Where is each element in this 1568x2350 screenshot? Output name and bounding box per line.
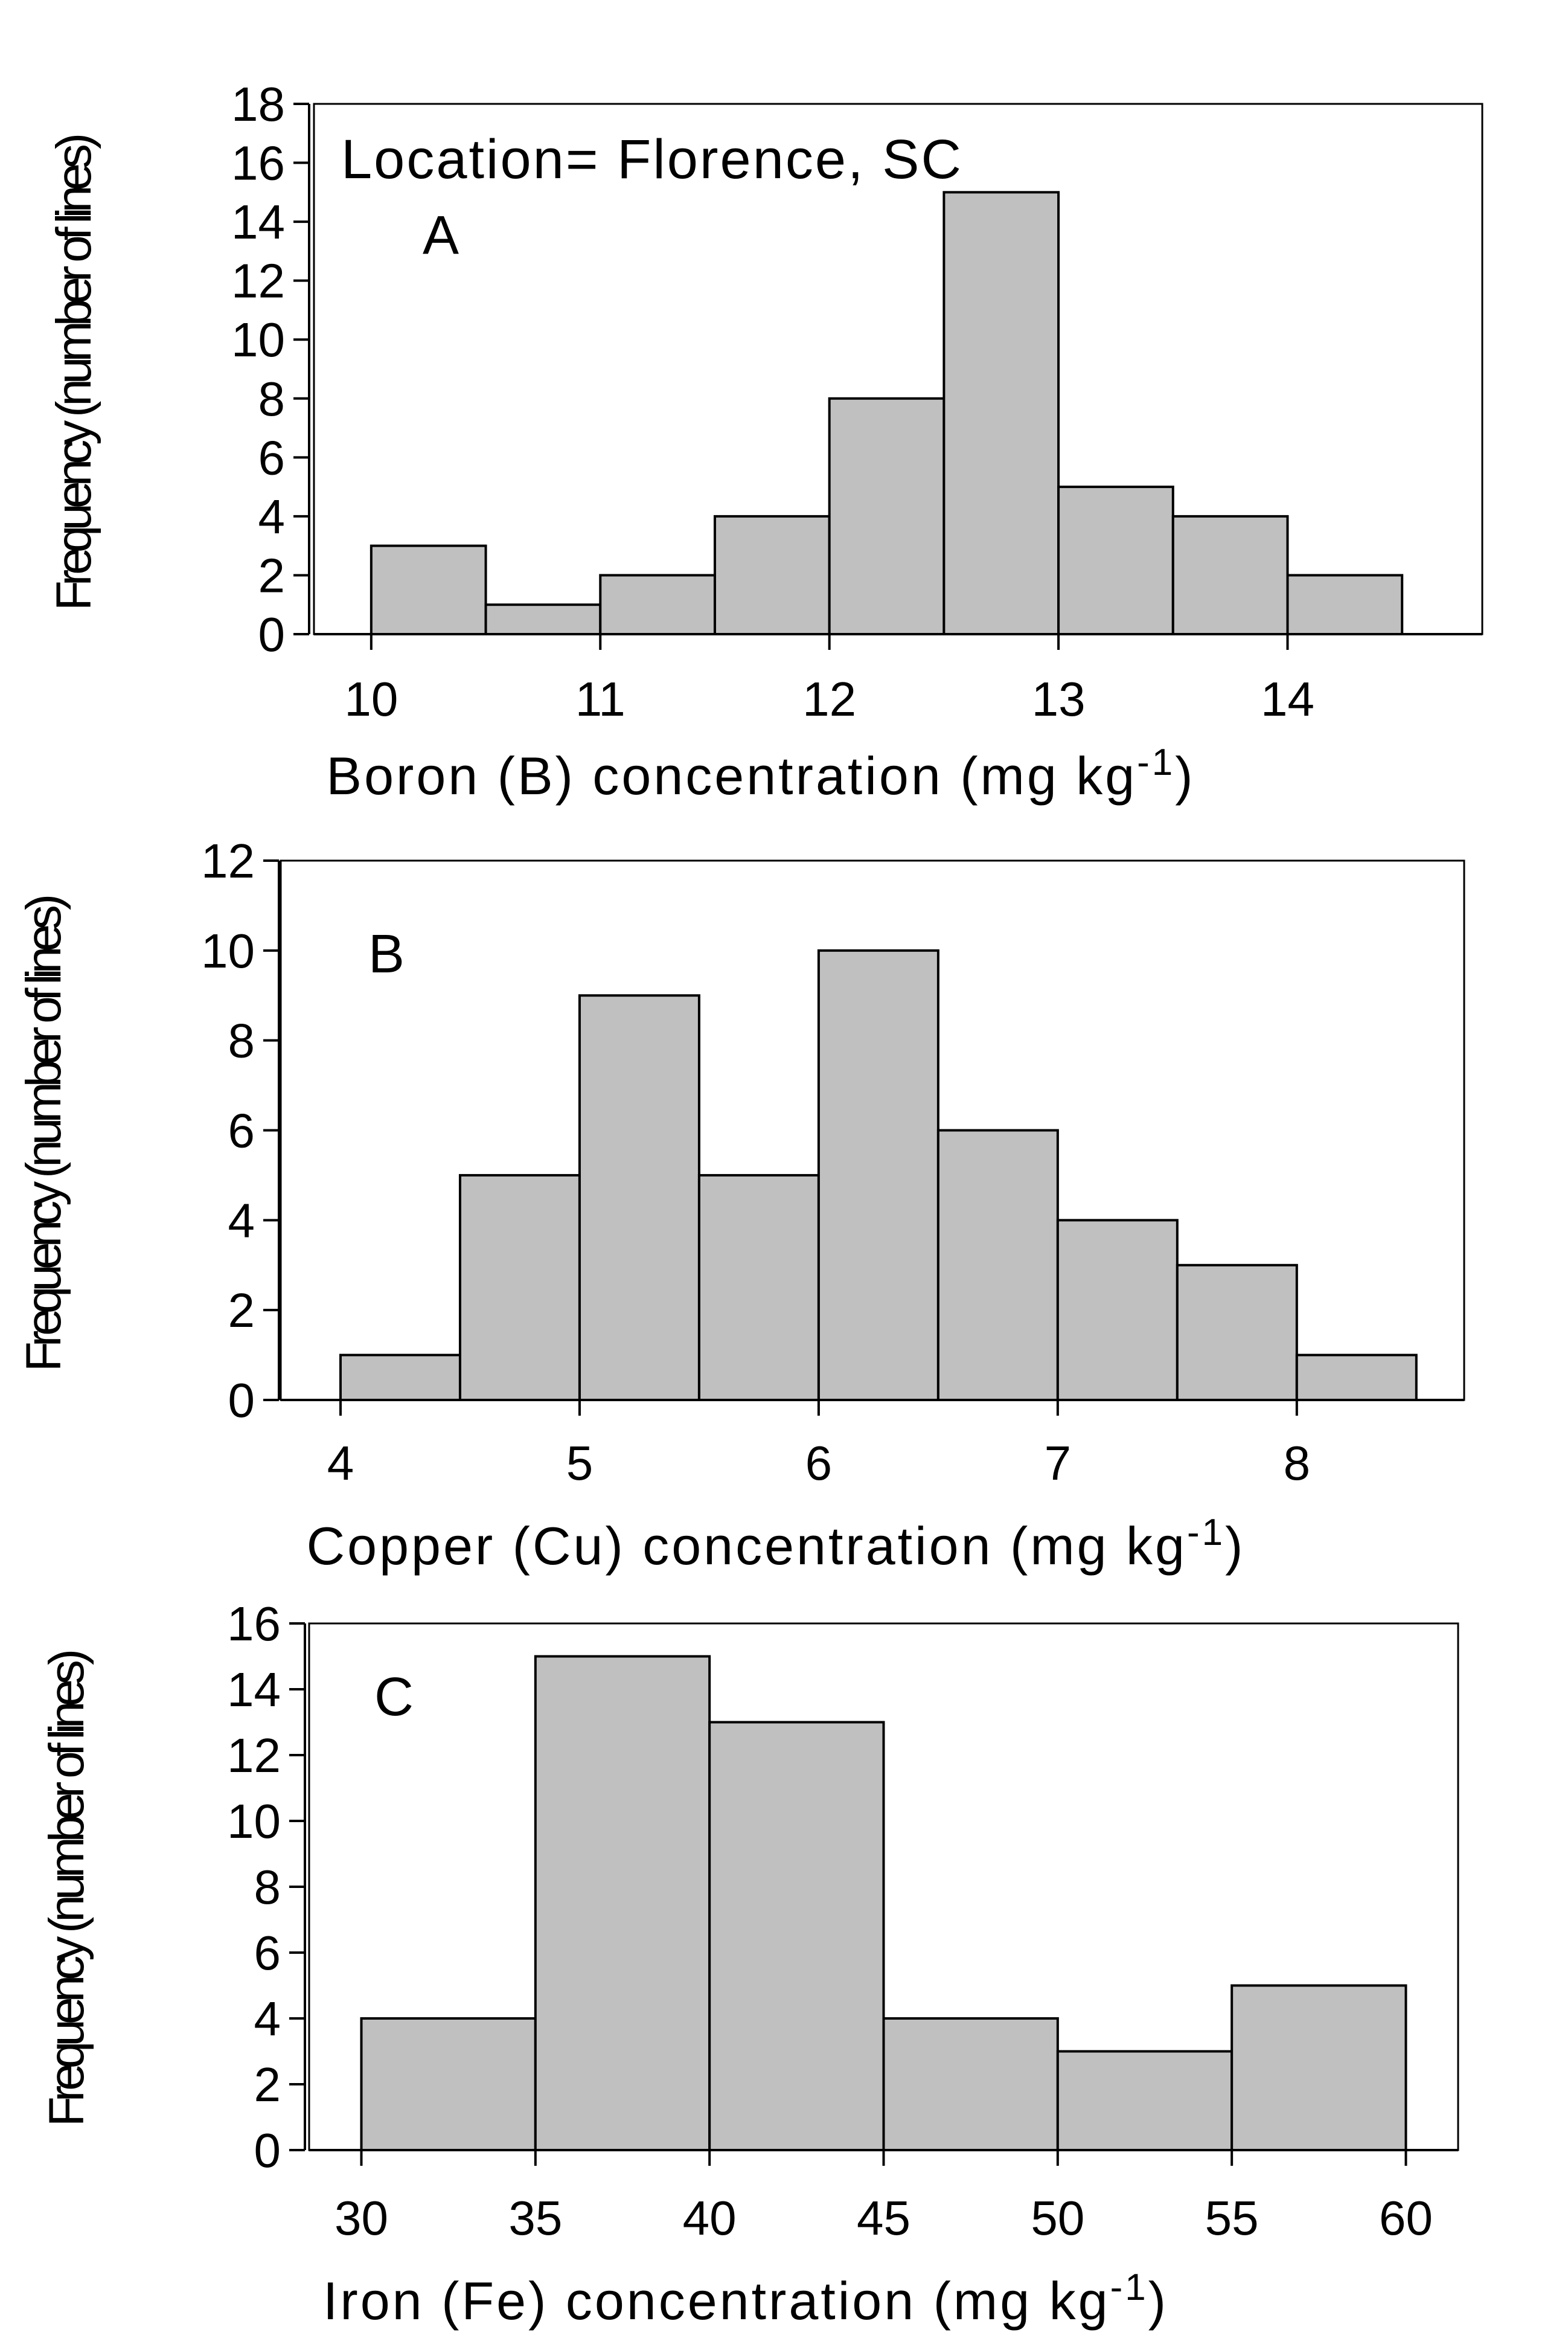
boron-panel-letter: A [423,205,459,266]
iron-y-tick-label: 6 [254,1926,281,1980]
copper-bar [936,1129,1059,1401]
boron-bar [828,397,946,635]
boron-bar [942,191,1060,636]
boron-bar [1057,486,1174,635]
copper-y-tick-label: 12 [201,834,255,888]
boron-x-tick-label: 13 [1032,672,1086,726]
iron-bar [882,2017,1059,2151]
boron-y-tick-label: 2 [258,548,286,602]
boron-bar [713,515,831,636]
boron-y-tick-label: 8 [258,372,286,426]
boron-y-tick-label: 14 [231,195,285,249]
boron-y-tick-label: 16 [231,136,285,190]
boron-y-tick-label: 10 [231,313,285,367]
iron-x-tick-label: 35 [508,2191,562,2245]
boron-y-tick-label: 0 [258,608,286,661]
iron-bar [708,1721,885,2151]
copper-x-tick-label: 7 [1045,1436,1072,1490]
copper-y-tick-label: 0 [228,1373,255,1427]
copper-bar [339,1353,461,1401]
iron-x-tick-label: 45 [857,2191,910,2245]
iron-bar [534,1655,711,2151]
iron-histogram-panel: 0 2 4 6 8 10 12 14 16 30 35 40 45 50 55 60 C Iron (Fe) co… [39,1597,1459,2331]
copper-y-tick-label: 6 [228,1104,255,1158]
copper-x-tick-label: 8 [1284,1436,1311,1490]
iron-panel-letter: C [374,1667,414,1727]
boron-x-tick-label: 14 [1261,672,1314,726]
iron-y-tick-label: 0 [254,2124,281,2177]
boron-bar [1286,574,1404,636]
boron-y-axis-title: Frequency (number of lines) [46,135,101,611]
iron-y-tick-label: 12 [227,1729,281,1782]
iron-y-axis-title: Frequency (number of lines) [39,1651,94,2127]
iron-x-tick-label: 55 [1205,2191,1259,2245]
boron-x-tick-label: 12 [802,672,856,726]
iron-x-axis-title: Iron (Fe) concentration (mg kg-1) [323,2267,1168,2331]
iron-x-tick-label: 40 [683,2191,737,2245]
boron-x-tick-label: 10 [344,672,398,726]
iron-x-tick-label: 50 [1031,2191,1084,2245]
copper-bar [458,1173,581,1401]
copper-bar [1056,1219,1179,1402]
copper-x-axis-title: Copper (Cu) concentration (mg kg-1) [307,1512,1246,1576]
copper-y-tick-label: 10 [201,924,255,978]
iron-x-tick-label: 60 [1379,2191,1433,2245]
copper-y-tick-label: 2 [228,1283,255,1337]
iron-bar [1056,2050,1234,2151]
boron-bar [370,544,487,636]
boron-bar [484,603,602,636]
iron-bar [1230,1984,1407,2151]
copper-x-tick-label: 6 [805,1436,833,1490]
copper-x-tick-label: 5 [566,1436,594,1490]
copper-panel-letter: B [368,924,405,984]
copper-y-axis-title: Frequency (number of lines) [16,896,71,1372]
copper-bar [578,994,700,1401]
iron-y-tick-label: 2 [254,2058,281,2111]
boron-bar [599,574,716,636]
boron-y-tick-label: 6 [258,431,286,484]
copper-bar [697,1173,820,1401]
iron-y-tick-label: 14 [227,1663,281,1716]
iron-bar [360,2017,537,2151]
copper-bar [1176,1263,1298,1401]
boron-bar [1171,515,1289,636]
iron-y-tick-label: 8 [254,1860,281,1914]
location-annotation: Location= Florence, SC [341,129,963,190]
boron-y-tick-label: 18 [231,77,285,131]
iron-x-tick-label: 30 [334,2191,388,2245]
boron-x-axis-title: Boron (B) concentration (mg kg-1) [326,742,1195,806]
copper-bar [817,949,939,1402]
copper-y-tick-label: 8 [228,1014,255,1068]
copper-x-tick-label: 4 [327,1436,354,1490]
iron-y-tick-label: 16 [227,1597,281,1651]
iron-y-tick-label: 4 [254,1992,281,2046]
iron-y-tick-label: 10 [227,1794,281,1848]
boron-y-tick-label: 4 [258,490,286,544]
copper-histogram-panel: 0 2 4 6 8 10 12 4 5 6 7 8 B Copper (Cu) concentration… [16,834,1465,1576]
boron-x-tick-label: 11 [575,672,626,726]
copper-bar [1295,1353,1418,1401]
copper-y-tick-label: 4 [228,1193,255,1247]
boron-y-tick-label: 12 [231,254,285,308]
